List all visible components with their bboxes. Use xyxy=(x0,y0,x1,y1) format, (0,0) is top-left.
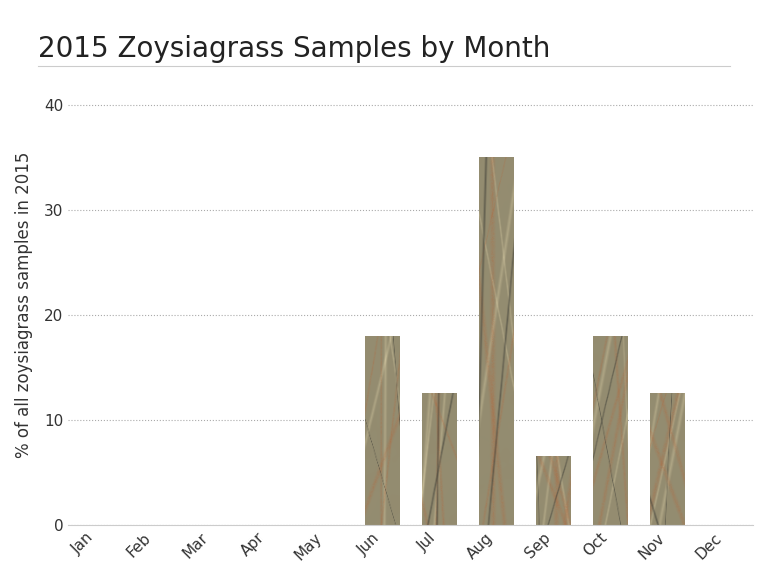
Y-axis label: % of all zoysiagrass samples in 2015: % of all zoysiagrass samples in 2015 xyxy=(15,151,33,458)
Bar xyxy=(365,336,399,525)
Text: 2015 Zoysiagrass Samples by Month: 2015 Zoysiagrass Samples by Month xyxy=(38,35,551,62)
Bar xyxy=(479,158,513,525)
Bar xyxy=(593,336,627,525)
Bar xyxy=(650,394,684,525)
Bar xyxy=(536,457,571,525)
Bar xyxy=(422,394,456,525)
